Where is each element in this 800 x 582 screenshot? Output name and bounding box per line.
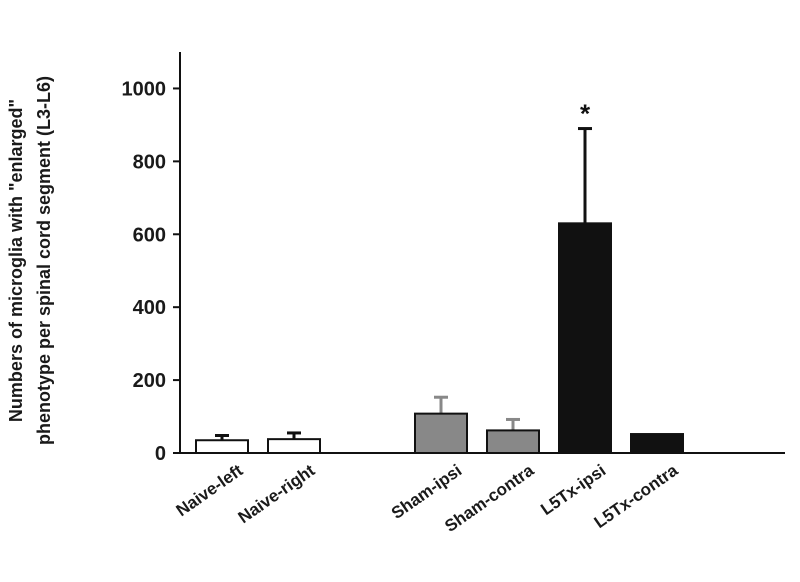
bars-group bbox=[195, 127, 684, 455]
bar-l5tx-contra bbox=[630, 433, 684, 455]
y-axis-title-line-1: Numbers of microglia with "enlarged" bbox=[6, 99, 26, 422]
y-tick-label: 200 bbox=[133, 370, 166, 392]
bar-sham-ipsi bbox=[414, 412, 468, 454]
y-tick-label: 0 bbox=[155, 443, 166, 465]
bar-sham-contra bbox=[486, 429, 540, 455]
y-axis: 0 200 400 600 800 1000 bbox=[122, 52, 181, 465]
annotations-group: * bbox=[580, 99, 591, 129]
y-axis-title: Numbers of microglia with "enlarged" phen… bbox=[6, 76, 54, 445]
bar-l5tx-ipsi bbox=[558, 222, 612, 454]
y-tick-label: 600 bbox=[133, 224, 166, 246]
x-category-label: Naive-right bbox=[235, 461, 319, 528]
y-axis-title-line-2: phenotype per spinal cord segment (L3-L6… bbox=[34, 76, 54, 445]
y-tick-label: 1000 bbox=[122, 78, 167, 100]
y-tick-label: 400 bbox=[133, 297, 166, 319]
y-tick-label: 800 bbox=[133, 151, 166, 173]
bar-naive-left bbox=[195, 439, 249, 454]
bar-naive-right bbox=[267, 438, 321, 455]
significance-marker: * bbox=[580, 99, 591, 129]
